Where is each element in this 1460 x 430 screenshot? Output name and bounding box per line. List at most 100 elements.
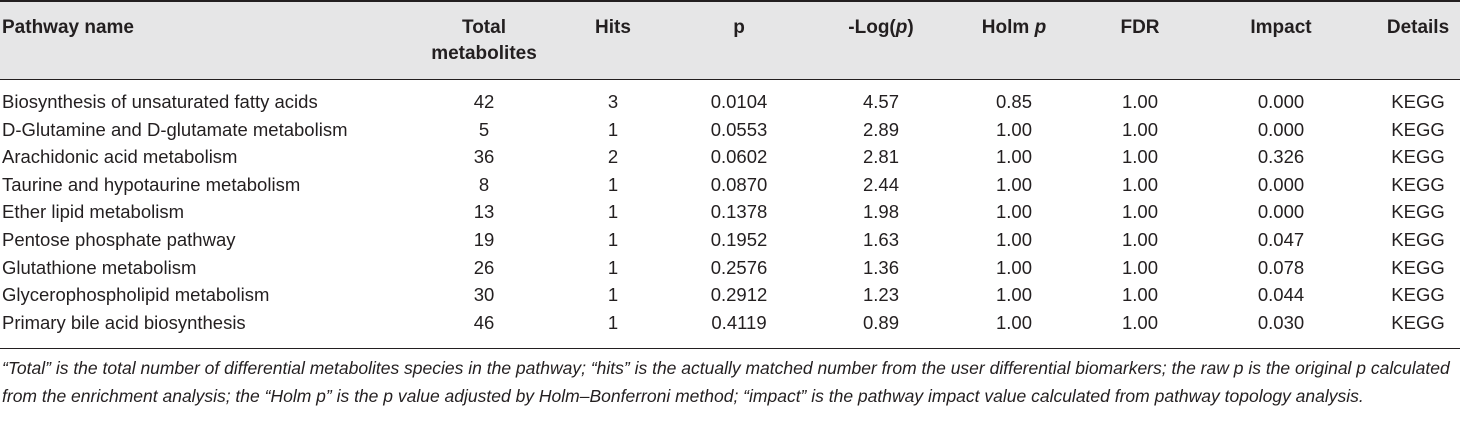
table-row: Taurine and hypotaurine metabolism 8 1 0.08… (0, 171, 1460, 199)
cell-holm-p: 1.00 (995, 201, 1033, 223)
cell-impact: 0.000 (1257, 173, 1305, 195)
cell-fdr: 1.00 (1121, 229, 1159, 250)
cell-fdr: 1.00 (1121, 201, 1159, 223)
cell-pathway-name: Primary bile acid biosynthesis (2, 311, 246, 333)
cell-pathway-name: D-Glutamine and D-glutamate metabolism (2, 118, 348, 140)
cell-holm-p: 1.00 (995, 229, 1033, 250)
cell-p: 0.2912 (710, 284, 768, 306)
cell-holm-p: 1.00 (995, 118, 1033, 140)
cell-neglog-p: 2.89 (862, 118, 900, 140)
header-total-line1: Total (462, 17, 506, 38)
cell-total: 8 (478, 173, 490, 195)
header-pathway-name: Pathway name (2, 17, 134, 38)
cell-total: 26 (473, 256, 495, 278)
cell-impact: 0.047 (1257, 229, 1305, 250)
cell-p: 0.2576 (710, 256, 768, 278)
cell-pathway-name: Biosynthesis of unsaturated fatty acids (2, 91, 318, 112)
cell-neglog-p: 0.89 (862, 311, 900, 333)
cell-total: 19 (473, 229, 495, 250)
cell-pathway-name: Ether lipid metabolism (2, 201, 184, 223)
cell-details: KEGG (1391, 173, 1445, 195)
cell-total: 46 (473, 311, 495, 333)
table-row: Pentose phosphate pathway 19 1 0.1952 1.63 1.… (0, 226, 1460, 254)
cell-total: 42 (473, 91, 495, 112)
header-neglog-p: -Log(p) (848, 15, 913, 41)
header-holm-prefix: Holm (981, 17, 1035, 38)
cell-details: KEGG (1391, 229, 1445, 250)
cell-holm-p: 1.00 (995, 311, 1033, 333)
cell-total: 13 (473, 201, 495, 223)
header-p: p (733, 17, 745, 38)
cell-hits: 2 (607, 146, 619, 168)
cell-neglog-p: 1.63 (862, 229, 900, 250)
table-row: Glutathione metabolism 26 1 0.2576 1.36 1.00 1… (0, 254, 1460, 282)
cell-fdr: 1.00 (1121, 146, 1159, 168)
cell-holm-p: 0.85 (995, 91, 1033, 112)
cell-pathway-name: Glutathione metabolism (2, 256, 197, 278)
cell-neglog-p: 4.57 (862, 91, 900, 112)
cell-details: KEGG (1391, 256, 1445, 278)
cell-fdr: 1.00 (1121, 91, 1159, 112)
cell-hits: 1 (607, 284, 619, 306)
header-fdr: FDR (1120, 17, 1160, 38)
cell-total: 30 (473, 284, 495, 306)
cell-details: KEGG (1391, 146, 1445, 168)
cell-holm-p: 1.00 (995, 173, 1033, 195)
cell-impact: 0.000 (1257, 91, 1305, 112)
cell-total: 36 (473, 146, 495, 168)
cell-impact: 0.000 (1257, 118, 1305, 140)
cell-hits: 1 (607, 173, 619, 195)
cell-p: 0.1378 (710, 201, 768, 223)
header-holm-p-italic: p (1034, 17, 1047, 38)
cell-details: KEGG (1391, 118, 1445, 140)
cell-pathway-name: Pentose phosphate pathway (2, 229, 236, 250)
cell-neglog-p: 1.98 (862, 201, 900, 223)
cell-impact: 0.326 (1257, 146, 1305, 168)
cell-fdr: 1.00 (1121, 311, 1159, 333)
cell-impact: 0.030 (1257, 311, 1305, 333)
cell-details: KEGG (1391, 311, 1445, 333)
cell-pathway-name: Taurine and hypotaurine metabolism (2, 173, 301, 195)
cell-pathway-name: Glycerophospholipid metabolism (2, 284, 270, 306)
table-bottom-rule (0, 348, 1460, 349)
cell-fdr: 1.00 (1121, 256, 1159, 278)
cell-p: 0.4119 (711, 311, 767, 333)
cell-details: KEGG (1391, 284, 1445, 306)
cell-hits: 3 (607, 91, 619, 112)
cell-fdr: 1.00 (1121, 118, 1159, 140)
header-hits: Hits (595, 17, 631, 38)
cell-hits: 1 (607, 118, 619, 140)
header-impact: Impact (1250, 17, 1312, 38)
cell-holm-p: 1.00 (995, 146, 1033, 168)
header-neglog-p-italic: p (895, 17, 908, 38)
header-neglog-prefix: -Log( (848, 17, 896, 38)
cell-hits: 1 (607, 256, 619, 278)
cell-details: KEGG (1391, 201, 1445, 223)
cell-neglog-p: 1.23 (862, 284, 900, 306)
cell-impact: 0.000 (1257, 201, 1305, 223)
cell-hits: 1 (607, 201, 619, 223)
table-footnote: “Total” is the total number of different… (2, 358, 1450, 406)
cell-total: 5 (478, 118, 490, 140)
cell-impact: 0.044 (1257, 284, 1305, 306)
header-holm-p: Holm p (982, 15, 1046, 41)
cell-fdr: 1.00 (1121, 284, 1159, 306)
table-row: D-Glutamine and D-glutamate metabolism 5 1… (0, 116, 1460, 144)
cell-hits: 1 (607, 229, 619, 250)
cell-p: 0.0104 (710, 91, 768, 112)
cell-p: 0.0602 (710, 146, 768, 168)
cell-hits: 1 (607, 311, 619, 333)
table-row: Biosynthesis of unsaturated fatty acids 4… (0, 88, 1460, 116)
table-row: Glycerophospholipid metabolism 30 1 0.2912 1… (0, 281, 1460, 309)
cell-holm-p: 1.00 (995, 256, 1033, 278)
cell-holm-p: 1.00 (995, 284, 1033, 306)
header-total-line2: metabolites (431, 43, 537, 64)
table-header: Pathway name Total metabolites Hits p -L… (0, 0, 1460, 80)
cell-details: KEGG (1391, 91, 1445, 112)
cell-p: 0.0870 (710, 173, 768, 195)
cell-p: 0.0553 (710, 118, 768, 140)
cell-pathway-name: Arachidonic acid metabolism (2, 146, 238, 168)
cell-neglog-p: 2.81 (862, 146, 900, 168)
cell-p: 0.1952 (710, 229, 768, 250)
